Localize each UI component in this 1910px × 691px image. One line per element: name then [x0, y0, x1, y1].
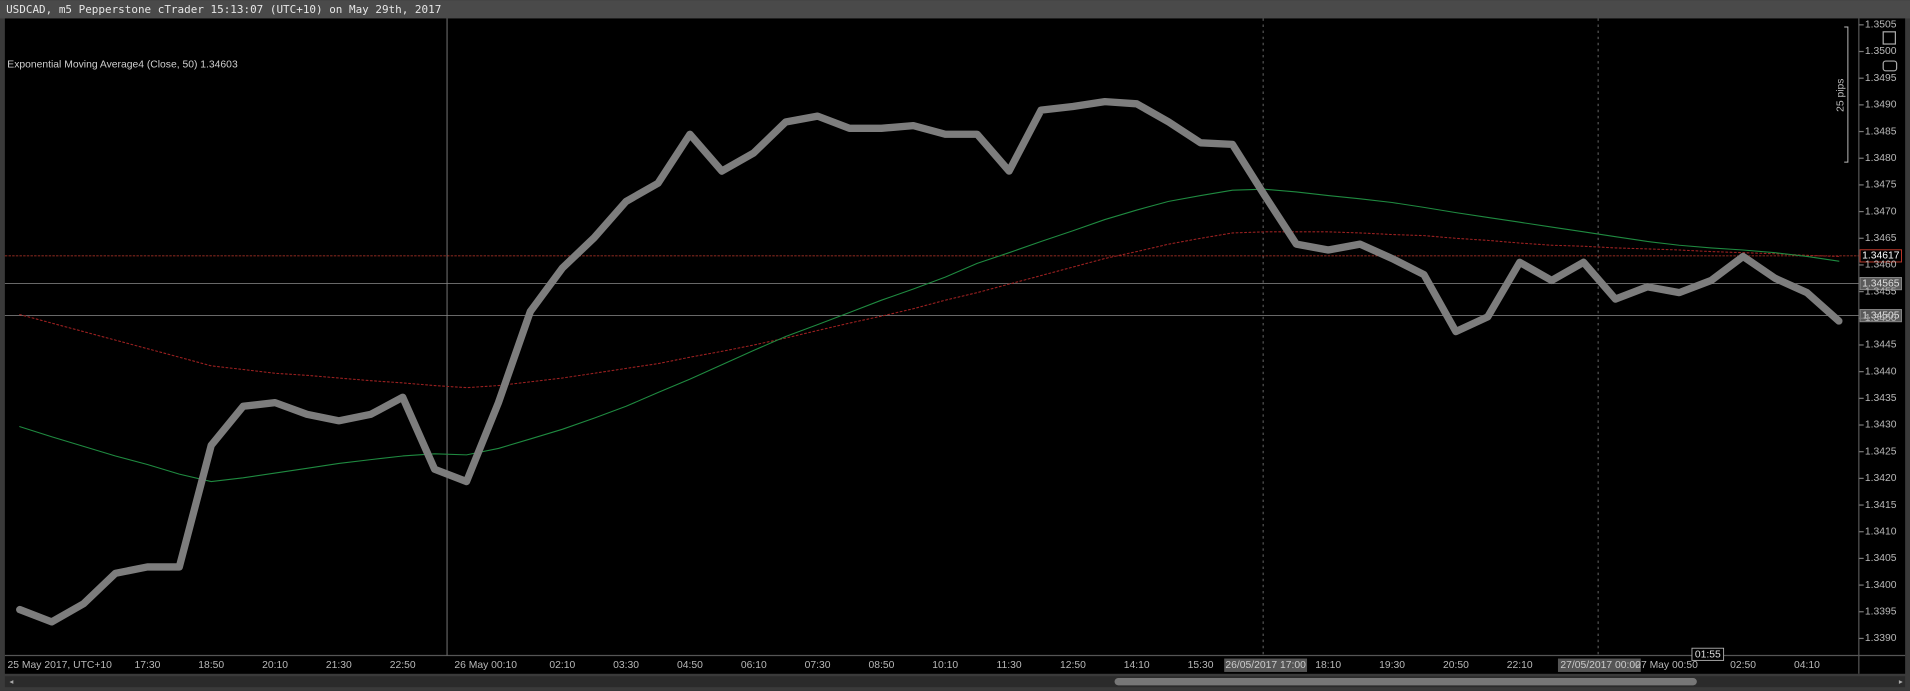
y-tick-label: 1.3480 [1865, 153, 1897, 164]
y-tick-label: 1.3490 [1865, 100, 1897, 111]
price-label-box [1859, 277, 1902, 291]
x-tick-label: 10:10 [932, 660, 958, 671]
price-label: 1.34505 [1862, 310, 1900, 321]
scroll-left[interactable]: ◂ [9, 677, 15, 688]
y-tick-label: 1.3390 [1865, 633, 1897, 644]
y-tick-label: 1.3445 [1865, 340, 1897, 351]
price-label: 1.34565 [1862, 278, 1900, 289]
countdown-box [1691, 647, 1725, 661]
scroll-right[interactable]: ▸ [1898, 677, 1904, 688]
x-tick-label: 04:50 [677, 660, 703, 671]
x-tick-label: 06:10 [741, 660, 767, 671]
x-tick-label: 07:30 [805, 660, 831, 671]
price-label: 1.34617 [1862, 251, 1900, 262]
x-tick-label: 20:50 [1443, 660, 1469, 671]
overlay-layer: 1.34617 1.34565 1.34505 Exponential Moving … [7, 26, 1902, 672]
scrollbar-track[interactable] [4, 676, 1906, 688]
popout-button[interactable] [1882, 31, 1896, 45]
y-tick-label: 1.3455 [1865, 286, 1897, 297]
y-tick-label: 1.3410 [1865, 526, 1897, 537]
x-tick-label: 03:30 [613, 660, 639, 671]
y-tick-label: 1.3440 [1865, 366, 1897, 377]
x-tick-label: 25 May 2017, UTC+10 [8, 660, 113, 671]
price-label-box [1859, 249, 1902, 263]
x-tick-label: 22:50 [390, 660, 416, 671]
pips-label: 25 pips [1835, 78, 1846, 111]
y-tick-label: 1.3505 [1865, 20, 1897, 31]
y-tick-label: 1.3495 [1865, 73, 1897, 84]
x-tick-label: 20:10 [262, 660, 288, 671]
x-tick-label: 02:10 [549, 660, 575, 671]
y-tick-label: 1.3425 [1865, 446, 1897, 457]
title-bar [0, 0, 1910, 19]
y-tick-label: 1.3465 [1865, 233, 1897, 244]
y-tick-label: 1.3450 [1865, 313, 1897, 324]
plot-area [4, 18, 1906, 674]
y-tick-label: 1.3475 [1865, 180, 1897, 191]
y-tick-label: 1.3500 [1865, 46, 1897, 57]
crosshair-label-box [1557, 658, 1641, 672]
x-tick-label: 22:10 [1507, 660, 1533, 671]
x-tick-label: 26 May 00:10 [454, 660, 517, 671]
x-tick-label: 18:50 [198, 660, 224, 671]
x-tick-label: 11:30 [997, 660, 1022, 671]
y-tick-label: 1.3405 [1865, 553, 1897, 564]
series-line [19, 231, 1840, 389]
pips-bracket [1844, 26, 1849, 163]
crosshair-label: 26/05/2017 17:00 [1225, 660, 1306, 671]
x-tick-label: 18:10 [1315, 660, 1341, 671]
series-line [16, 97, 1843, 626]
y-tick-label: 1.3430 [1865, 420, 1897, 431]
x-tick-label: 04:10 [1794, 660, 1820, 671]
x-tick-label: 17:30 [134, 660, 160, 671]
x-tick-label: 21:30 [326, 660, 352, 671]
scrollbar-thumb[interactable] [1114, 678, 1697, 686]
y-tick-label: 1.3435 [1865, 393, 1897, 404]
price-label-box [1859, 309, 1902, 323]
y-tick-label: 1.3400 [1865, 580, 1897, 591]
countdown: 01:55 [1695, 650, 1721, 661]
y-tick-label: 1.3470 [1865, 206, 1897, 217]
crosshair-label-box [1224, 658, 1308, 672]
screenshot-button[interactable] [1882, 60, 1898, 72]
x-tick-label: 19:30 [1379, 660, 1405, 671]
y-tick-label: 1.3415 [1865, 500, 1897, 511]
x-tick-label: 14:10 [1124, 660, 1150, 671]
crosshair-label: 27/05/2017 00:00 [1560, 660, 1641, 671]
series-line [19, 188, 1840, 483]
x-tick-label: 15:30 [1188, 660, 1214, 671]
x-tick-label: 27 May 00:50 [1635, 660, 1698, 671]
y-tick-label: 1.3420 [1865, 473, 1897, 484]
indicator-label: Exponential Moving Average4 (Close, 50) … [7, 59, 238, 70]
series-layer [4, 18, 1859, 656]
window-title: USDCAD, m5 Pepperstone cTrader 15:13:07 … [6, 3, 441, 16]
y-tick-label: 1.3485 [1865, 126, 1897, 137]
x-tick-label: 08:50 [868, 660, 894, 671]
y-tick-label: 1.3460 [1865, 260, 1897, 271]
x-tick-label: 02:50 [1730, 660, 1756, 671]
x-tick-label: 12:50 [1060, 660, 1086, 671]
y-tick-label: 1.3395 [1865, 606, 1897, 617]
